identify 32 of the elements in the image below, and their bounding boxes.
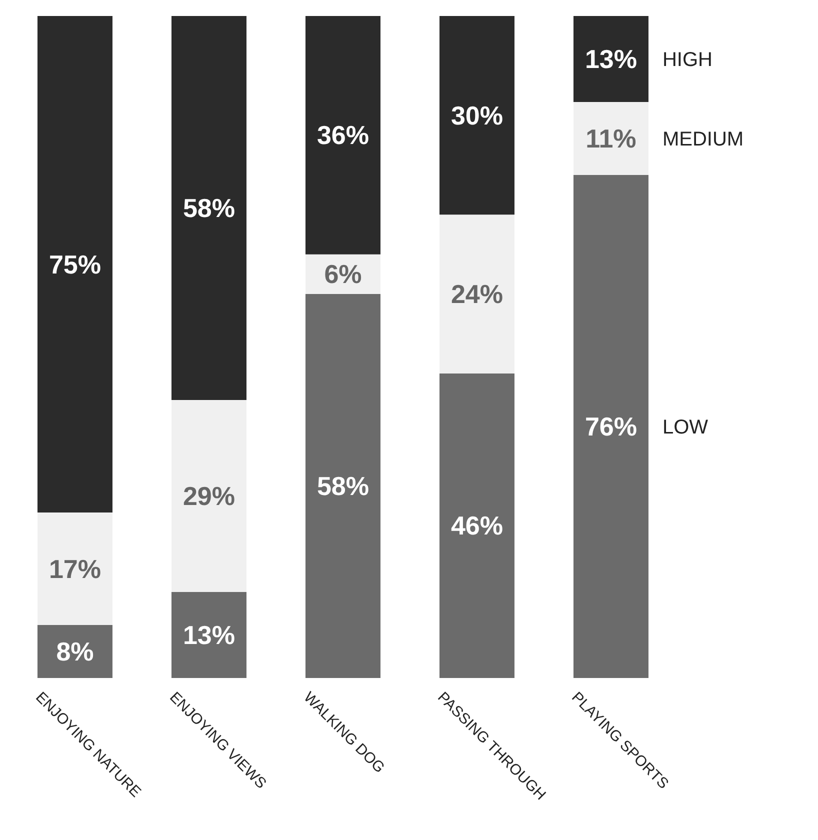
data-label: 13% xyxy=(584,44,638,74)
bar xyxy=(573,102,648,175)
bar xyxy=(171,400,246,592)
bar xyxy=(439,373,514,678)
bar xyxy=(37,16,112,512)
data-label: 46% xyxy=(450,510,504,541)
data-label: 17% xyxy=(48,554,102,584)
series-label: MEDIUM xyxy=(662,128,744,150)
bar xyxy=(37,625,112,678)
bar xyxy=(573,16,648,102)
data-label: 30% xyxy=(450,100,504,130)
data-label: 6% xyxy=(324,259,362,290)
data-label: 75% xyxy=(48,249,102,280)
bar xyxy=(573,174,648,678)
bar xyxy=(171,592,246,678)
data-label: 13% xyxy=(182,620,236,650)
bar xyxy=(439,16,514,215)
data-label: 36% xyxy=(316,120,370,150)
series-label: LOW xyxy=(662,416,708,438)
bar xyxy=(305,294,380,678)
series-label: HIGH xyxy=(662,49,712,72)
data-label: 58% xyxy=(182,192,236,223)
data-label: 58% xyxy=(316,471,370,502)
data-label: 29% xyxy=(182,480,236,511)
data-label: 24% xyxy=(450,279,504,310)
data-label: 11% xyxy=(586,123,636,154)
data-label: 76% xyxy=(584,411,638,442)
bar xyxy=(37,512,112,626)
bar xyxy=(171,16,246,400)
bar xyxy=(305,16,380,254)
data-label: 8% xyxy=(56,636,94,667)
bar xyxy=(439,214,514,374)
